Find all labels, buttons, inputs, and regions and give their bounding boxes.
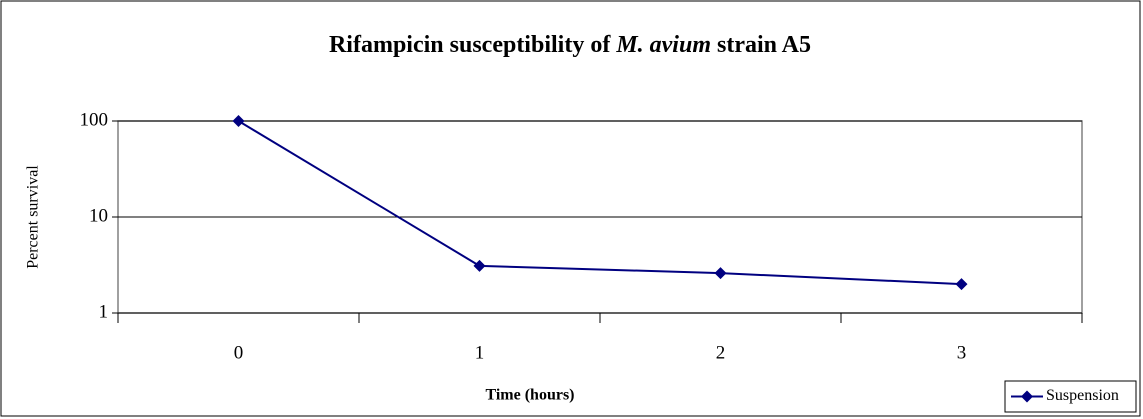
title-part: strain A5 xyxy=(711,32,811,58)
data-point xyxy=(955,278,968,291)
x-tick-label: 1 xyxy=(475,342,485,363)
data-point xyxy=(714,267,727,280)
y-tick-label: 10 xyxy=(89,205,108,226)
data-point xyxy=(473,259,486,272)
legend: Suspension xyxy=(1004,380,1137,413)
data-point xyxy=(232,115,245,127)
x-tick-label: 0 xyxy=(234,342,244,363)
y-tick-label: 1 xyxy=(99,301,109,322)
y-tick-label: 100 xyxy=(80,109,109,130)
x-tick-label: 3 xyxy=(957,342,967,363)
series-line xyxy=(237,120,962,286)
x-tick-label: 2 xyxy=(716,342,726,363)
x-axis-label: Time (hours) xyxy=(485,387,574,404)
title-part: M. avium xyxy=(615,32,711,58)
chart-title: Rifampicin susceptibility of M. avium st… xyxy=(329,32,811,58)
legend-label: Suspension xyxy=(1046,387,1119,404)
title-part: Rifampicin susceptibility of xyxy=(329,32,616,58)
y-axis-label: Percent survival xyxy=(25,165,42,269)
legend-marker xyxy=(1021,390,1033,403)
